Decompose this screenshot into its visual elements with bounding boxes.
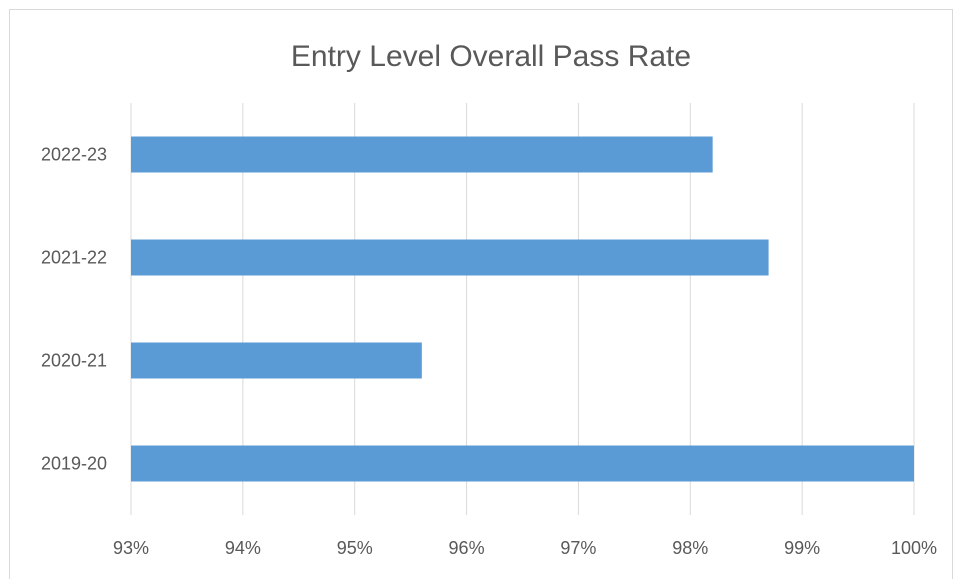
x-tick-label: 97% bbox=[560, 538, 596, 558]
chart-frame bbox=[9, 9, 953, 579]
x-tick-label: 96% bbox=[449, 538, 485, 558]
x-tick-label: 94% bbox=[225, 538, 261, 558]
y-axis-labels: 2022-23 2021-22 2020-21 2019-20 bbox=[41, 145, 107, 474]
y-category-label: 2021-22 bbox=[41, 248, 107, 268]
y-category-label: 2022-23 bbox=[41, 145, 107, 165]
y-category-label: 2019-20 bbox=[41, 454, 107, 474]
x-tick-label: 100% bbox=[891, 538, 937, 558]
x-tick-label: 93% bbox=[113, 538, 149, 558]
x-tick-label: 95% bbox=[337, 538, 373, 558]
bar bbox=[131, 342, 422, 379]
chart-title: Entry Level Overall Pass Rate bbox=[291, 40, 691, 73]
x-tick-label: 98% bbox=[672, 538, 708, 558]
x-axis-labels: 93% 94% 95% 96% 97% 98% 99% 100% bbox=[113, 538, 937, 558]
bar bbox=[131, 136, 713, 173]
bars bbox=[131, 136, 914, 482]
x-tick-label: 99% bbox=[784, 538, 820, 558]
bar bbox=[131, 445, 914, 482]
bar bbox=[131, 239, 769, 276]
y-category-label: 2020-21 bbox=[41, 351, 107, 371]
